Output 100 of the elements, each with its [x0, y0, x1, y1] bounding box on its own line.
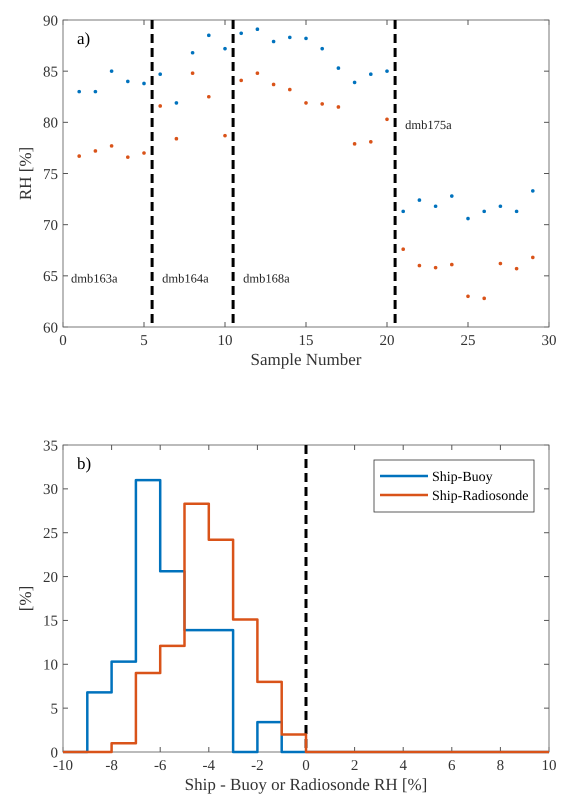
y-tick-label: 5	[50, 701, 58, 718]
point	[369, 140, 373, 144]
x-tick-label: -6	[154, 758, 167, 774]
point	[498, 262, 502, 266]
point	[304, 36, 308, 40]
point	[336, 105, 340, 109]
point	[190, 50, 194, 55]
point	[142, 82, 146, 86]
y-axis-title: [%]	[16, 586, 35, 612]
point	[434, 266, 438, 270]
point	[110, 69, 114, 73]
y-tick-label: 90	[43, 13, 58, 30]
point	[466, 216, 470, 220]
point	[223, 134, 227, 138]
point	[434, 204, 438, 208]
y-tick-label: 10	[43, 658, 58, 674]
annotation: dmb168a	[243, 271, 290, 286]
point	[482, 296, 486, 300]
x-tick-label: 5	[140, 333, 148, 349]
point	[94, 149, 98, 153]
x-axis-title: Sample Number	[250, 350, 362, 369]
y-tick-label: 20	[43, 570, 58, 586]
point	[239, 78, 243, 82]
y-tick-label: 15	[43, 614, 58, 630]
annotation: a)	[77, 29, 90, 48]
point	[418, 264, 422, 268]
x-tick-label: 20	[380, 333, 394, 349]
x-tick-label: 25	[460, 333, 476, 349]
point	[418, 198, 422, 202]
point	[336, 66, 340, 70]
point	[239, 32, 243, 36]
point	[126, 80, 130, 84]
x-tick-label: 10	[218, 333, 232, 349]
x-tick-label: 8	[496, 758, 504, 774]
point	[320, 102, 324, 106]
x-tick-label: 0	[302, 758, 310, 774]
point	[272, 40, 276, 44]
point	[369, 72, 373, 76]
point	[531, 256, 535, 260]
point	[272, 82, 276, 86]
y-tick-label: 25	[43, 526, 58, 542]
x-tick-label: 15	[298, 333, 314, 349]
annotation: dmb164a	[162, 271, 210, 286]
point	[158, 104, 162, 108]
annotation: b)	[77, 454, 92, 473]
point	[158, 72, 162, 76]
point	[174, 101, 178, 105]
x-tick-label: 6	[448, 758, 456, 774]
point	[207, 34, 211, 38]
point	[256, 27, 260, 32]
point	[223, 46, 227, 50]
legend-label: Ship-Radiosonde	[432, 488, 528, 504]
point	[256, 71, 260, 76]
x-axis-title: Ship - Buoy or Radiosonde RH [%]	[184, 775, 428, 794]
x-tick-label: 30	[542, 333, 556, 349]
point	[385, 69, 389, 73]
y-tick-label: 30	[43, 482, 58, 498]
point	[466, 294, 470, 298]
point	[94, 90, 98, 94]
y-axis-title: RH [%]	[16, 146, 35, 200]
x-tick-label: -8	[105, 758, 118, 774]
y-tick-label: 80	[43, 116, 58, 132]
x-tick-label: 4	[399, 758, 408, 774]
y-tick-label: 85	[43, 64, 58, 80]
point	[352, 142, 356, 146]
y-tick-label: 35	[43, 438, 58, 454]
annotation: dmb163a	[71, 271, 118, 286]
x-tick-label: 10	[542, 758, 556, 774]
point	[450, 194, 454, 198]
point	[288, 88, 292, 92]
y-tick-label: 70	[43, 218, 58, 234]
point	[126, 155, 130, 159]
annotation: dmb175a	[405, 118, 452, 132]
point	[401, 247, 405, 252]
legend-label: Ship-Buoy	[432, 470, 493, 485]
point	[498, 204, 502, 208]
y-tick-label: 75	[43, 166, 58, 183]
y-tick-label: 60	[43, 320, 58, 336]
point	[450, 262, 454, 266]
x-tick-label: -2	[251, 758, 264, 774]
point	[207, 94, 211, 99]
point	[514, 210, 518, 214]
point	[320, 46, 324, 50]
point	[110, 144, 114, 148]
point	[385, 117, 389, 122]
point	[401, 210, 405, 214]
point	[352, 80, 356, 84]
point	[190, 71, 194, 76]
point	[304, 101, 308, 105]
x-tick-label: -4	[202, 758, 216, 774]
x-tick-label: 2	[350, 758, 358, 774]
point	[77, 90, 81, 94]
point	[142, 151, 146, 155]
point	[174, 136, 178, 141]
y-tick-label: 65	[43, 269, 58, 286]
point	[77, 154, 81, 158]
point	[288, 36, 292, 40]
point	[482, 210, 486, 214]
point	[514, 266, 518, 270]
point	[531, 189, 535, 193]
